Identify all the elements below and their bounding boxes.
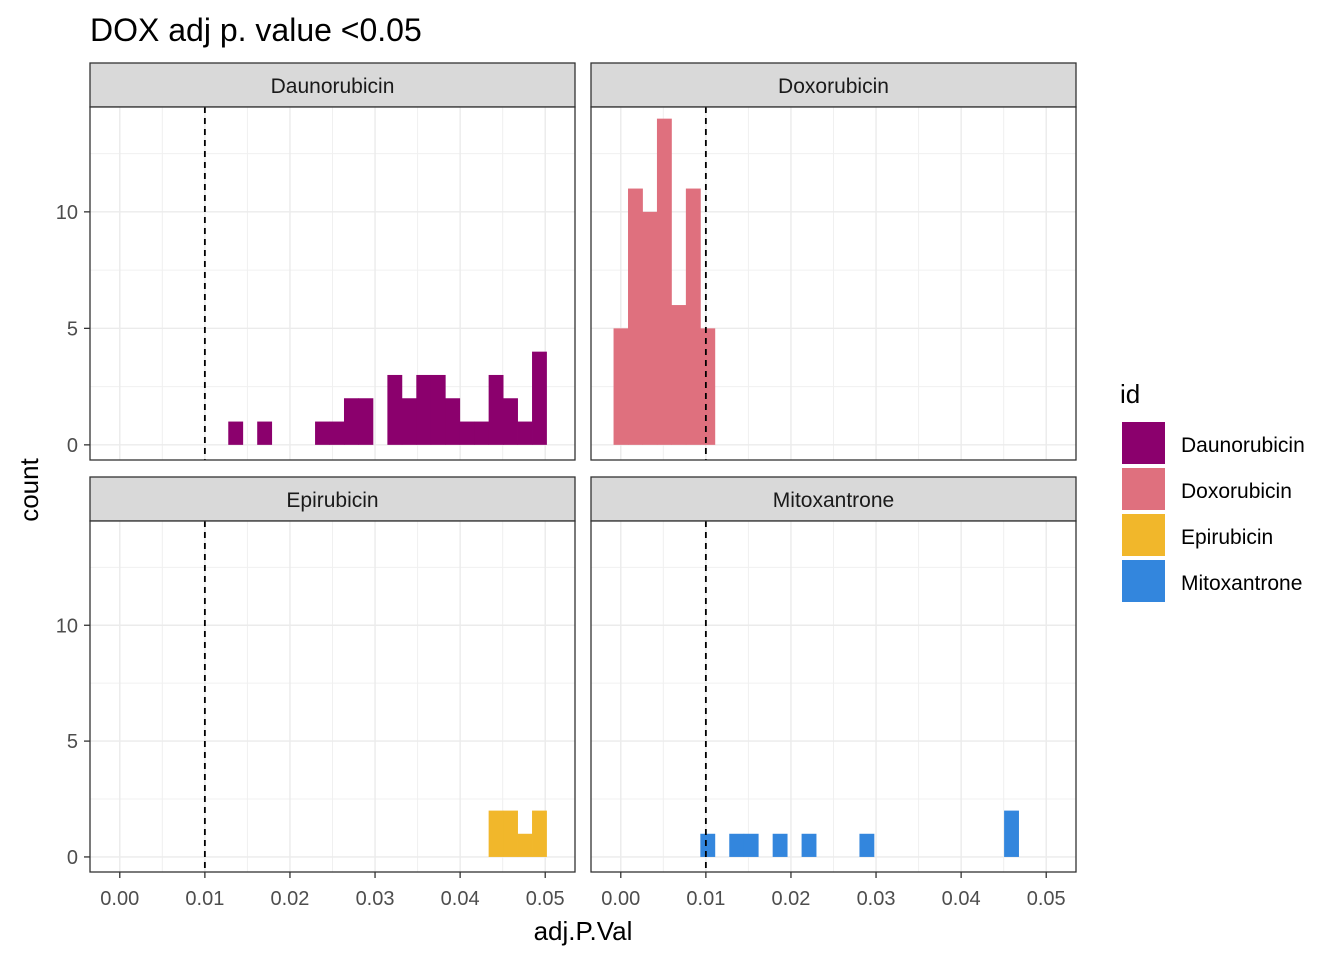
legend-swatch <box>1122 560 1165 602</box>
histogram-bar <box>628 188 643 445</box>
histogram-bar <box>700 328 716 445</box>
histogram-bar <box>503 810 518 857</box>
facet-panel-doxorubicin: Doxorubicin <box>590 62 1077 461</box>
legend-title: id <box>1120 379 1140 409</box>
histogram-bar <box>228 421 244 445</box>
histogram-bar <box>671 305 687 445</box>
legend-swatch <box>1122 422 1165 464</box>
histogram-bar <box>700 833 716 857</box>
histogram-bar <box>315 421 330 445</box>
y-tick-label: 10 <box>56 615 78 637</box>
facet-panel-mitoxantrone: Mitoxantrone 0.00 0.01 0.02 0.03 0.04 0.05 <box>590 476 1077 910</box>
x-tick-label: 0.02 <box>771 888 810 910</box>
histogram-bar <box>387 374 403 445</box>
histogram-bar <box>613 328 629 445</box>
y-tick-label: 5 <box>67 318 78 340</box>
facet-strip-label: Mitoxantrone <box>773 489 894 512</box>
legend-label: Epirubicin <box>1181 526 1273 549</box>
y-axis-title: count <box>14 457 44 521</box>
histogram-bar <box>257 421 273 445</box>
histogram-bar <box>743 833 759 857</box>
histogram-bar <box>772 833 788 857</box>
histogram-bar <box>656 118 672 445</box>
y-tick-label: 10 <box>56 202 78 224</box>
histogram-bar <box>503 398 518 445</box>
legend-label: Daunorubicin <box>1181 434 1305 457</box>
histogram-bar <box>532 351 547 445</box>
histogram-bar <box>459 421 475 445</box>
x-tick-label: 0.00 <box>601 888 640 910</box>
y-tick-label: 5 <box>67 731 78 753</box>
legend-label: Doxorubicin <box>1181 480 1292 503</box>
histogram-bar <box>416 374 432 445</box>
histogram-bar <box>488 374 504 445</box>
histogram-bar <box>642 211 658 445</box>
x-tick-label: 0.00 <box>100 888 139 910</box>
facet-panel-epirubicin: Epirubicin 0 5 10 0.00 0.01 0.02 0.03 0.04 0.05 <box>56 476 576 910</box>
x-tick-label: 0.03 <box>857 888 896 910</box>
facet-strip-label: Daunorubicin <box>271 75 395 98</box>
x-tick-label: 0.03 <box>356 888 395 910</box>
x-tick-label: 0.05 <box>526 888 565 910</box>
y-tick-label: 0 <box>67 847 78 869</box>
facet-strip-label: Epirubicin <box>286 489 378 512</box>
y-tick-label: 0 <box>67 435 78 457</box>
facet-strip-label: Doxorubicin <box>778 75 889 98</box>
chart-title: DOX adj p. value <0.05 <box>90 12 422 48</box>
histogram-bar <box>859 833 875 857</box>
histogram-bar <box>488 810 504 857</box>
facet-panel-daunorubicin: Daunorubicin 0 5 10 <box>56 62 576 461</box>
facet-strip <box>89 62 576 108</box>
histogram-bar <box>1004 810 1019 857</box>
histogram-bar <box>474 421 490 445</box>
x-tick-label: 0.01 <box>686 888 725 910</box>
x-tick-label: 0.04 <box>441 888 480 910</box>
x-tick-label: 0.01 <box>185 888 224 910</box>
histogram-bar <box>401 398 417 445</box>
panel-border <box>89 520 576 873</box>
histogram-bar <box>445 398 461 445</box>
panel-border <box>590 106 1077 461</box>
histogram-bar <box>343 398 359 445</box>
x-axis-title: adj.P.Val <box>534 916 633 946</box>
histogram-bar <box>517 421 533 445</box>
histogram-bar <box>517 833 533 857</box>
x-tick-label: 0.05 <box>1027 888 1066 910</box>
x-tick-label: 0.02 <box>270 888 309 910</box>
histogram-bar <box>430 374 446 445</box>
legend-swatch <box>1122 514 1165 556</box>
histogram-bar <box>329 421 345 445</box>
histogram-bar <box>532 810 547 857</box>
legend-swatch <box>1122 468 1165 510</box>
histogram-bar <box>801 833 817 857</box>
legend-label: Mitoxantrone <box>1181 572 1302 595</box>
histogram-bar <box>358 398 374 445</box>
histogram-bar <box>729 833 745 857</box>
histogram-bar <box>685 188 701 445</box>
legend: id Daunorubicin Doxorubicin Epirubicin Mitox… <box>1120 379 1305 602</box>
x-tick-label: 0.04 <box>942 888 981 910</box>
panel-border <box>89 106 576 461</box>
facet-panels: Daunorubicin 0 5 10 Doxorubicin Epirubicin 0 5 1… <box>56 62 1077 910</box>
facet-strip <box>89 476 576 522</box>
panel-border <box>590 520 1077 873</box>
